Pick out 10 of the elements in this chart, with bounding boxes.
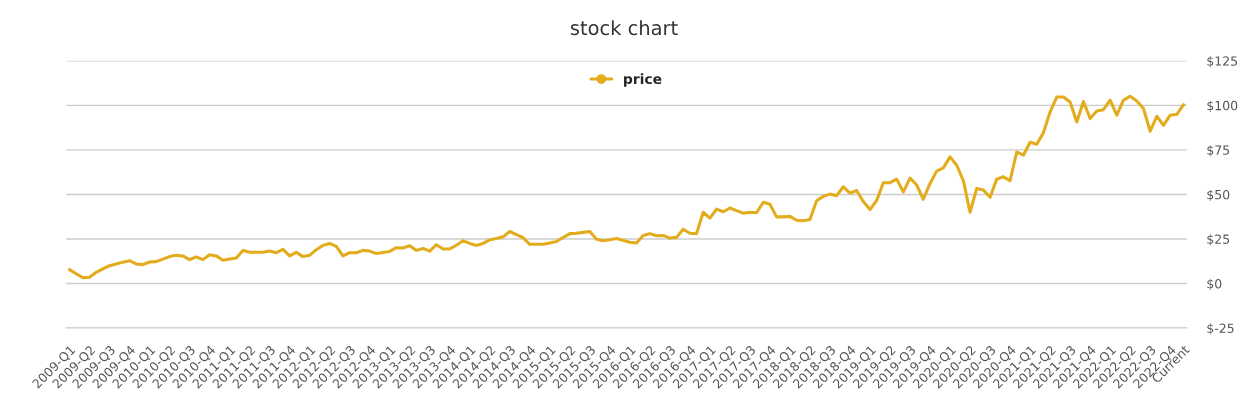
y-tick-label: $100 — [1207, 100, 1238, 112]
y-tick-label: $0 — [1207, 278, 1222, 291]
chart-title: stock chart — [570, 20, 678, 36]
legend-label: price — [624, 73, 662, 87]
line-series — [67, 94, 1186, 280]
y-tick-label: $-25 — [1207, 323, 1234, 335]
y-tick-label: $75 — [1207, 145, 1230, 157]
y-tick-label: $125 — [1207, 56, 1238, 68]
y-tick-label: $50 — [1207, 189, 1230, 202]
y-tick-label: $25 — [1207, 234, 1230, 246]
